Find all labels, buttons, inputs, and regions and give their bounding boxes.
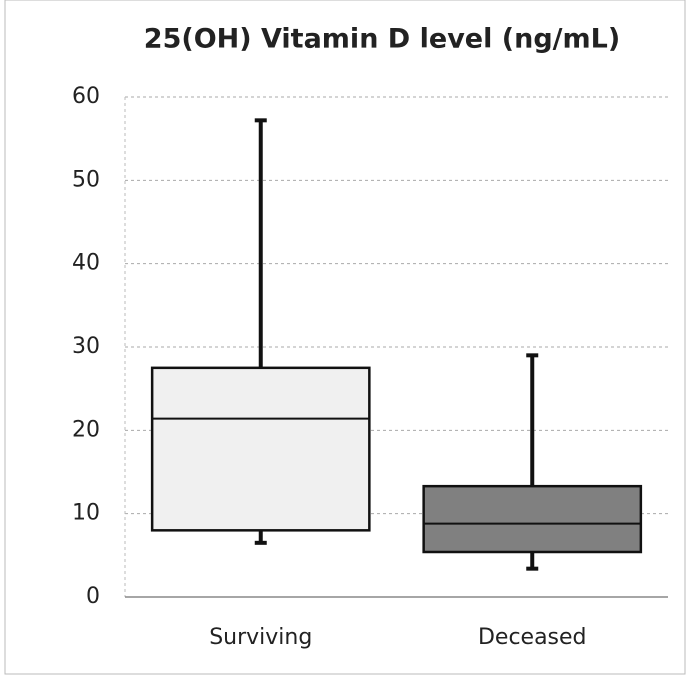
y-tick-label: 0 — [86, 584, 100, 609]
x-tick-label: Deceased — [478, 625, 587, 650]
box — [150, 366, 371, 532]
y-tick-label: 40 — [72, 251, 100, 276]
box — [422, 484, 643, 554]
x-tick-label: Surviving — [209, 625, 312, 650]
y-tick-label: 60 — [72, 84, 100, 109]
chart-title: 25(OH) Vitamin D level (ng/mL) — [144, 24, 620, 55]
y-tick-label: 50 — [72, 167, 100, 192]
frame — [4, 0, 686, 675]
y-tick-label: 10 — [72, 501, 100, 526]
y-tick-label: 30 — [72, 334, 100, 359]
y-tick-label: 20 — [72, 417, 100, 442]
